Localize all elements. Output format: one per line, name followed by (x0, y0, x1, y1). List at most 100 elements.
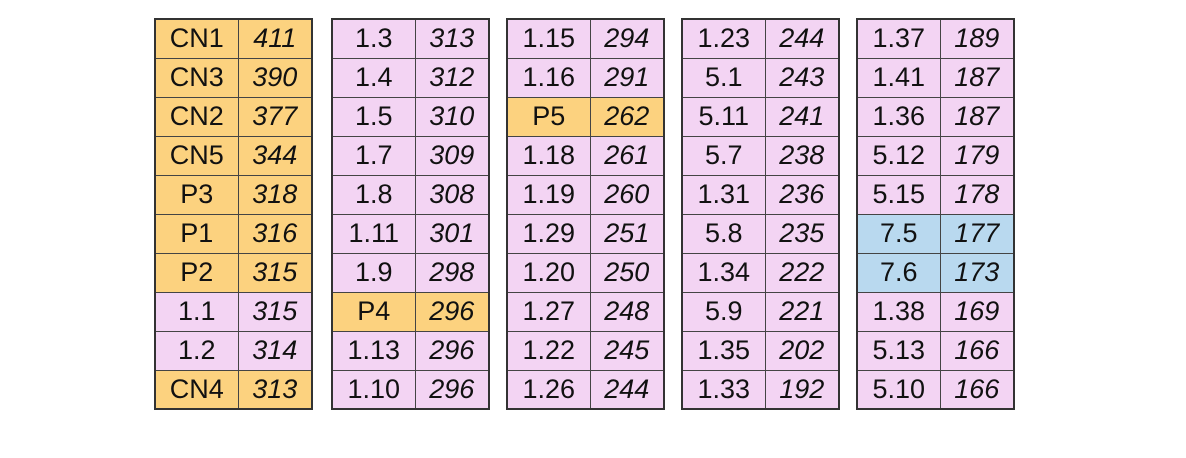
row-label: P2 (154, 252, 239, 293)
table-row: 1.4 312 (331, 57, 490, 98)
row-label: 7.5 (856, 213, 941, 254)
table-row: 5.9 221 (681, 291, 840, 332)
row-value: 316 (237, 213, 313, 254)
row-value: 301 (414, 213, 490, 254)
table-row: 1.15 294 (506, 18, 665, 59)
row-label: P5 (506, 96, 591, 137)
row-value: 411 (237, 18, 313, 59)
table-row: 1.23 244 (681, 18, 840, 59)
row-value: 315 (237, 291, 313, 332)
row-value: 250 (589, 252, 665, 293)
row-label: 1.41 (856, 57, 941, 98)
table-row: P2 315 (154, 252, 313, 293)
table-row: 1.20 250 (506, 252, 665, 293)
row-label: 1.31 (681, 174, 766, 215)
row-value: 222 (764, 252, 840, 293)
row-label: 1.13 (331, 330, 416, 371)
row-label: 1.33 (681, 369, 766, 410)
table-row: CN1 411 (154, 18, 313, 59)
row-label: 1.35 (681, 330, 766, 371)
row-value: 177 (939, 213, 1015, 254)
row-label: 1.27 (506, 291, 591, 332)
table-row: 1.33 192 (681, 369, 840, 410)
table-row: 1.37 189 (856, 18, 1015, 59)
ranking-table-1: CN1 411 CN3 390 CN2 377 CN5 344 P3 318 P1 316 P2 315 1… (154, 18, 313, 410)
row-label: 7.6 (856, 252, 941, 293)
row-value: 313 (237, 369, 313, 410)
table-row: 1.7 309 (331, 135, 490, 176)
row-value: 296 (414, 369, 490, 410)
row-value: 202 (764, 330, 840, 371)
table-row: 1.38 169 (856, 291, 1015, 332)
row-value: 262 (589, 96, 665, 137)
table-row: 5.13 166 (856, 330, 1015, 371)
row-label: 1.15 (506, 18, 591, 59)
table-row: 1.26 244 (506, 369, 665, 410)
row-label: 1.38 (856, 291, 941, 332)
row-label: 5.9 (681, 291, 766, 332)
table-row: 7.6 173 (856, 252, 1015, 293)
row-value: 377 (237, 96, 313, 137)
row-value: 315 (237, 252, 313, 293)
row-value: 235 (764, 213, 840, 254)
row-label: 1.34 (681, 252, 766, 293)
row-value: 390 (237, 57, 313, 98)
row-label: 1.20 (506, 252, 591, 293)
row-value: 166 (939, 369, 1015, 410)
table-row: CN5 344 (154, 135, 313, 176)
row-value: 243 (764, 57, 840, 98)
row-value: 260 (589, 174, 665, 215)
row-value: 192 (764, 369, 840, 410)
row-value: 244 (589, 369, 665, 410)
table-row: 1.35 202 (681, 330, 840, 371)
table-row: 5.11 241 (681, 96, 840, 137)
row-value: 314 (237, 330, 313, 371)
row-value: 248 (589, 291, 665, 332)
row-label: 5.13 (856, 330, 941, 371)
row-label: 1.29 (506, 213, 591, 254)
row-value: 245 (589, 330, 665, 371)
table-row: 1.5 310 (331, 96, 490, 137)
row-label: 5.8 (681, 213, 766, 254)
row-label: 5.1 (681, 57, 766, 98)
row-value: 221 (764, 291, 840, 332)
table-row: 1.9 298 (331, 252, 490, 293)
row-label: 1.10 (331, 369, 416, 410)
row-value: 238 (764, 135, 840, 176)
table-row: 5.10 166 (856, 369, 1015, 410)
row-label: 1.11 (331, 213, 416, 254)
table-row: P3 318 (154, 174, 313, 215)
row-label: 1.8 (331, 174, 416, 215)
row-value: 344 (237, 135, 313, 176)
table-row: 1.27 248 (506, 291, 665, 332)
table-row: P4 296 (331, 291, 490, 332)
ranking-table-4: 1.23 244 5.1 243 5.11 241 5.7 238 1.31 236 5.8 235 1… (681, 18, 840, 410)
row-label: 1.18 (506, 135, 591, 176)
row-label: CN1 (154, 18, 239, 59)
row-value: 244 (764, 18, 840, 59)
table-row: 1.31 236 (681, 174, 840, 215)
row-label: 1.3 (331, 18, 416, 59)
row-label: 1.1 (154, 291, 239, 332)
table-row: 1.36 187 (856, 96, 1015, 137)
row-label: 1.36 (856, 96, 941, 137)
table-row: CN2 377 (154, 96, 313, 137)
row-label: 5.12 (856, 135, 941, 176)
row-value: 309 (414, 135, 490, 176)
table-row: 1.3 313 (331, 18, 490, 59)
row-label: 1.23 (681, 18, 766, 59)
table-row: 1.19 260 (506, 174, 665, 215)
table-row: 7.5 177 (856, 213, 1015, 254)
row-value: 294 (589, 18, 665, 59)
table-row: P5 262 (506, 96, 665, 137)
row-label: P4 (331, 291, 416, 332)
ranking-table-3: 1.15 294 1.16 291 P5 262 1.18 261 1.19 260 1.29 251… (506, 18, 665, 410)
table-row: 1.16 291 (506, 57, 665, 98)
table-row: 1.1 315 (154, 291, 313, 332)
row-label: 1.4 (331, 57, 416, 98)
row-value: 261 (589, 135, 665, 176)
row-label: 1.26 (506, 369, 591, 410)
row-label: CN5 (154, 135, 239, 176)
row-label: 1.5 (331, 96, 416, 137)
ranking-table-5: 1.37 189 1.41 187 1.36 187 5.12 179 5.15 178 7.5 17… (856, 18, 1015, 410)
